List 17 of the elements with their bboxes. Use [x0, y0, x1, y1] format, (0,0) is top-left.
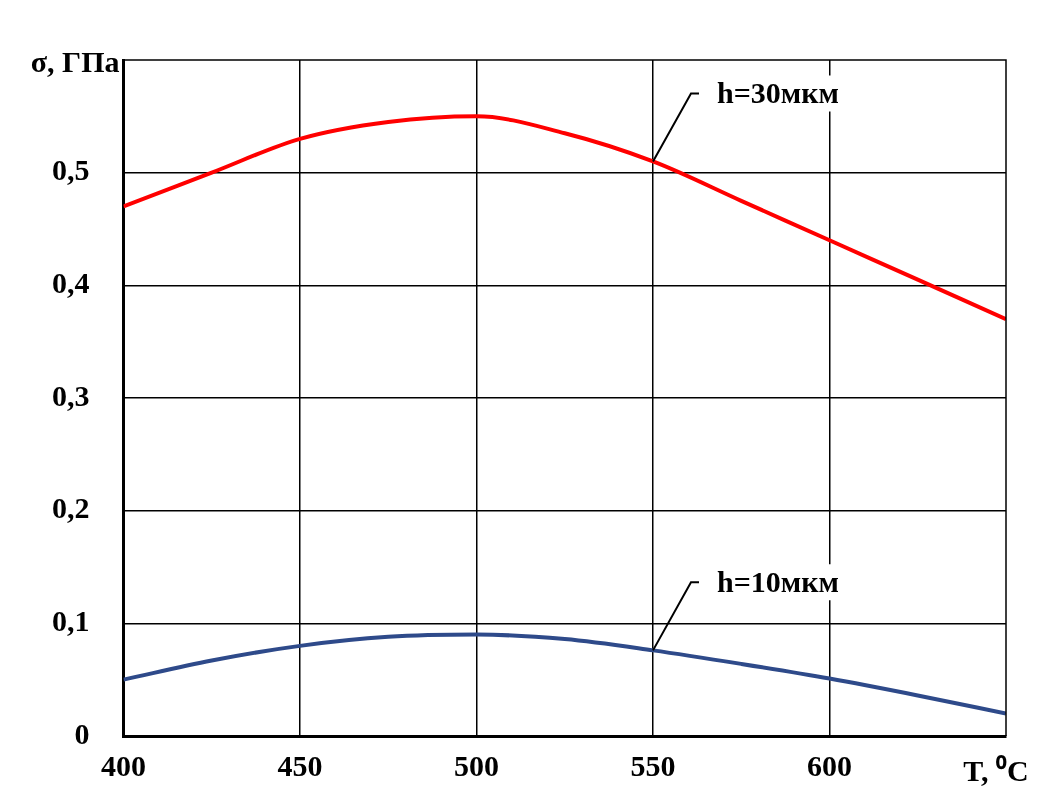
- text: h=30мкм: [717, 76, 839, 110]
- line-series: [123, 632, 1006, 716]
- text: h=10мкм: [717, 565, 839, 599]
- line-series: [123, 114, 1006, 322]
- y-tick-label: 0,1: [52, 604, 90, 638]
- y-axis-title: σ, ГПа: [30, 44, 120, 78]
- y-tick-label: 0: [74, 716, 90, 750]
- y-tick-label: 0,3: [52, 378, 90, 412]
- y-tick-label: 0,2: [52, 491, 90, 525]
- x-tick-label: 500: [454, 748, 499, 782]
- x-tick-label: 600: [807, 748, 852, 782]
- x-tick-label: 400: [101, 748, 146, 782]
- x-tick-label: 450: [277, 748, 323, 782]
- y-tick-label: 0,5: [52, 153, 90, 187]
- x-axis-title: T, ⁰C: [963, 753, 1029, 787]
- x-tick-label: 550: [630, 748, 676, 782]
- y-tick-label: 0,4: [52, 266, 90, 300]
